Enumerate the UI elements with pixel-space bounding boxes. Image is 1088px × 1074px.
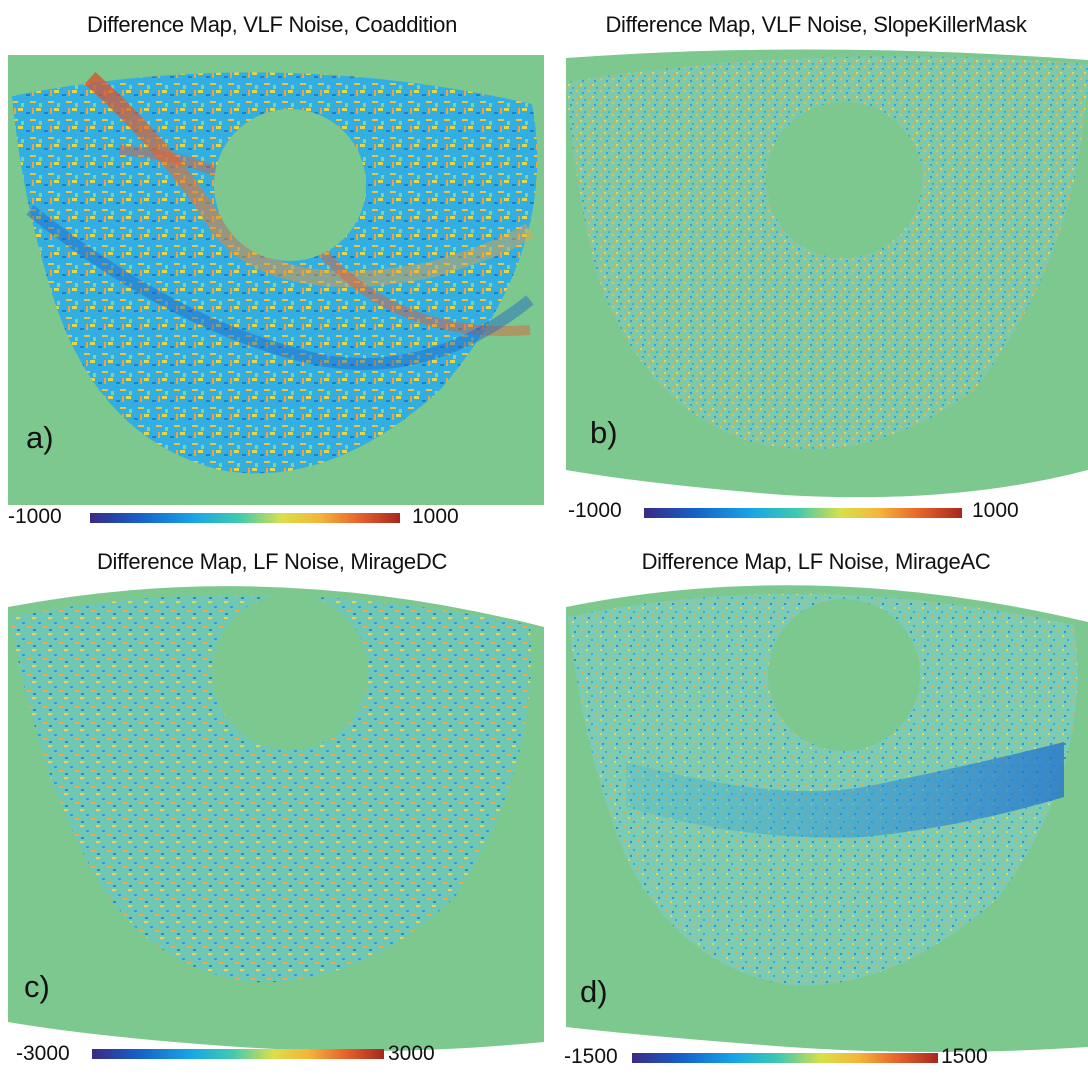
panel-d: Difference Map, LF Noise, MirageAC d) -1… bbox=[544, 537, 1088, 1074]
panel-label: a) bbox=[26, 420, 54, 455]
panel-label: b) bbox=[590, 415, 618, 450]
difference-map bbox=[566, 585, 1088, 1052]
colorbar bbox=[632, 1053, 938, 1063]
panel-title: Difference Map, VLF Noise, SlopeKillerMa… bbox=[605, 12, 1027, 37]
colorbar-min-label: -3000 bbox=[16, 1042, 70, 1065]
colorbar bbox=[92, 1049, 384, 1059]
panel-a: Difference Map, VLF Noise, Coaddition a)… bbox=[0, 0, 544, 537]
panel-c: Difference Map, LF Noise, MirageDC c) -3… bbox=[0, 537, 544, 1074]
panel-title: Difference Map, VLF Noise, Coaddition bbox=[86, 12, 458, 37]
colorbar-min-label: -1000 bbox=[8, 505, 62, 528]
colorbar-max-label: 1500 bbox=[941, 1045, 988, 1068]
difference-map bbox=[8, 55, 544, 505]
difference-map bbox=[566, 49, 1088, 498]
colorbar bbox=[90, 513, 400, 523]
panel-label: d) bbox=[580, 974, 608, 1009]
colorbar-min-label: -1500 bbox=[564, 1045, 618, 1068]
colorbar-max-label: 1000 bbox=[412, 505, 459, 528]
panel-title: Difference Map, LF Noise, MirageAC bbox=[641, 549, 991, 574]
colorbar-min-label: -1000 bbox=[568, 499, 622, 522]
difference-map bbox=[8, 586, 544, 1051]
colorbar-max-label: 1000 bbox=[972, 499, 1019, 522]
colorbar bbox=[644, 508, 962, 518]
panel-label: c) bbox=[24, 969, 50, 1004]
panel-b: Difference Map, VLF Noise, SlopeKillerMa… bbox=[544, 0, 1088, 537]
panel-title: Difference Map, LF Noise, MirageDC bbox=[96, 549, 448, 574]
colorbar-max-label: 3000 bbox=[388, 1042, 435, 1065]
